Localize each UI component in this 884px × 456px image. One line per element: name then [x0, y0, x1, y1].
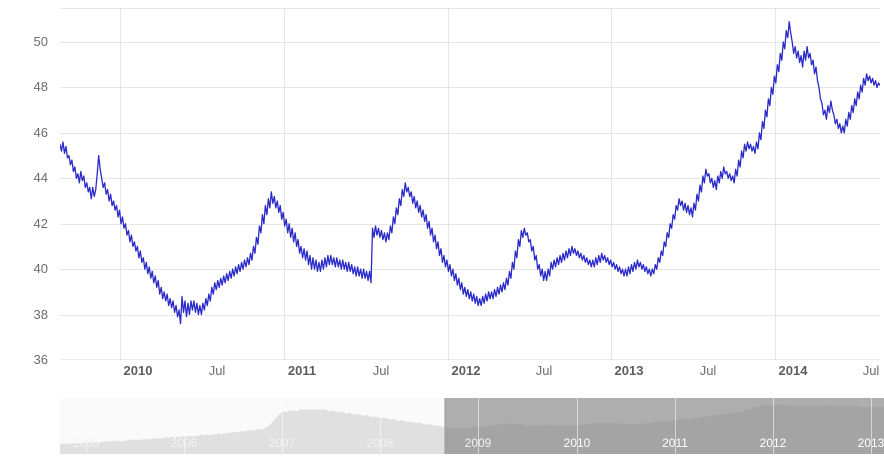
y-tick-label: 40 — [33, 261, 48, 276]
x-tick-label-2013: 2013 — [614, 363, 644, 378]
y-axis: 50 48 46 44 42 40 38 36 — [0, 0, 60, 368]
navigator-selected-region[interactable] — [445, 398, 884, 454]
y-tick-label: 36 — [33, 352, 48, 367]
x-tick-label-2014: 2014 — [778, 363, 808, 378]
y-tick-label: 42 — [33, 216, 48, 231]
x-tick-label-jul-2011: Jul — [372, 363, 390, 378]
x-axis: 2010 Jul 2011 Jul 2012 Jul 2013 Jul 2014… — [0, 364, 884, 388]
y-tick-label: 50 — [33, 34, 48, 49]
x-tick-label-jul-2012: Jul — [535, 363, 553, 378]
y-tick-label: 38 — [33, 307, 48, 322]
price-line-chart — [60, 8, 880, 360]
x-tick-label-jul-2010: Jul — [208, 363, 226, 378]
y-tick-label: 44 — [33, 170, 48, 185]
navigator-gridlines — [86, 398, 872, 454]
x-tick-label-jul-2013: Jul — [699, 363, 717, 378]
navigator-range-selector[interactable]: 2005 2006 2007 2008 2009 2010 2011 2012 … — [60, 398, 884, 454]
x-tick-label-2011: 2011 — [287, 363, 317, 378]
vertical-gridlines — [120, 8, 776, 360]
price-series-line — [60, 20, 880, 325]
x-tick-label-2012: 2012 — [451, 363, 481, 378]
x-tick-label-jul-2014: Jul — [862, 363, 880, 378]
navigator-series[interactable] — [60, 398, 884, 454]
y-tick-label: 48 — [33, 79, 48, 94]
x-tick-label-2010: 2010 — [123, 363, 153, 378]
y-tick-label: 46 — [33, 125, 48, 140]
plot-area — [60, 8, 880, 360]
horizontal-gridlines — [60, 8, 880, 316]
